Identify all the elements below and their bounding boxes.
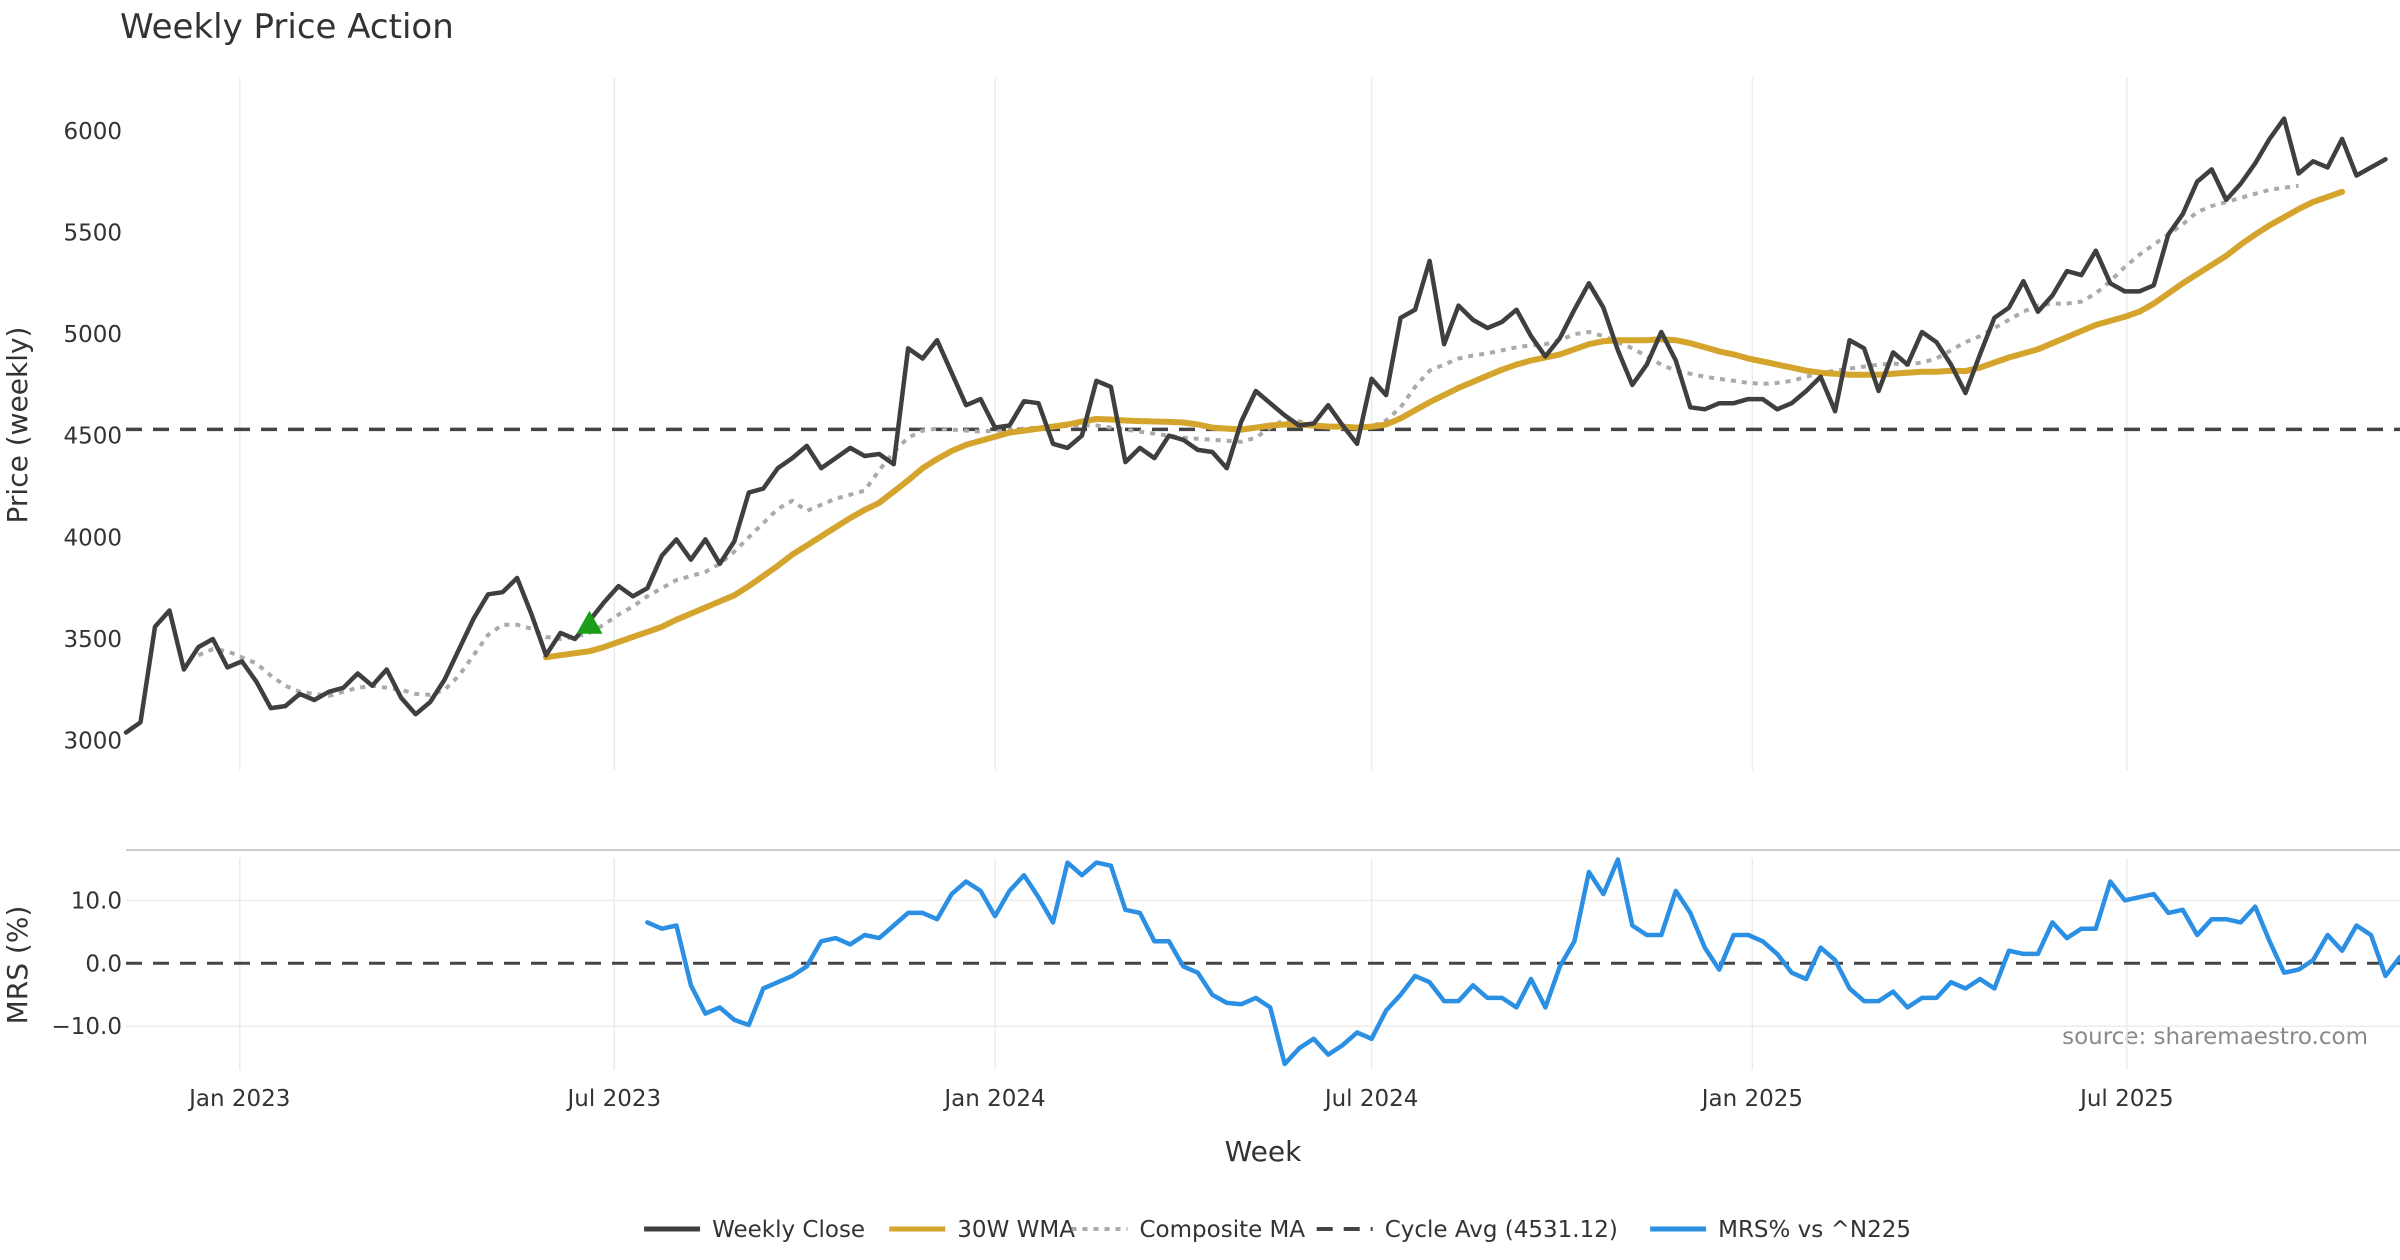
x-tick-label: Jul 2023 (566, 1086, 662, 1112)
mrs-line (645, 857, 2400, 1067)
price-y-tick-label: 4500 (63, 424, 122, 450)
mrs-y-tick-label: 10.0 (71, 888, 122, 914)
mrs-y-tick-label: −10.0 (52, 1014, 122, 1040)
price-y-axis-label: Price (weekly) (1, 327, 34, 524)
price-y-tick-label: 6000 (63, 119, 122, 145)
legend-label: MRS% vs ^N225 (1718, 1217, 1911, 1243)
x-axis-label: Week (1225, 1135, 1302, 1168)
source-annotation: source: sharemaestro.com (2062, 1024, 2368, 1050)
legend-label: Cycle Avg (4531.12) (1385, 1217, 1618, 1243)
legend-label: Composite MA (1140, 1217, 1306, 1243)
chart-title: Weekly Price Action (120, 7, 454, 47)
buy-signal-marker (576, 610, 603, 634)
legend-label: Weekly Close (712, 1217, 865, 1243)
price-y-tick-label: 5500 (63, 220, 122, 246)
legend: Weekly Close 30W WMA Composite MA Cycle Avg… (644, 1217, 1911, 1243)
x-tick-label: Jan 2023 (187, 1086, 290, 1112)
price-y-tick-label: 5000 (63, 322, 122, 348)
x-tick-label: Jul 2024 (1323, 1086, 1419, 1112)
price-panel (123, 116, 2400, 735)
mrs-y-tick-label: 0.0 (85, 951, 122, 977)
price-y-tick-label: 3500 (63, 627, 122, 653)
wma-30w-line (543, 188, 2346, 661)
weekly-close-line (123, 116, 2388, 735)
grid (126, 78, 2400, 1070)
tick-labels: Jan 2023 Jul 2023 Jan 2024 Jul 2024 Jan 2025… (52, 119, 2174, 1112)
x-tick-label: Jan 2024 (942, 1086, 1045, 1112)
x-tick-label: Jan 2025 (1700, 1086, 1803, 1112)
x-tick-label: Jul 2025 (2078, 1086, 2174, 1112)
price-y-tick-label: 3000 (63, 729, 122, 755)
price-y-tick-label: 4000 (63, 525, 122, 551)
mrs-panel (126, 857, 2400, 1067)
legend-label: 30W WMA (957, 1217, 1075, 1243)
composite-ma-line (197, 183, 2299, 698)
mrs-y-axis-label: MRS (%) (1, 906, 34, 1025)
